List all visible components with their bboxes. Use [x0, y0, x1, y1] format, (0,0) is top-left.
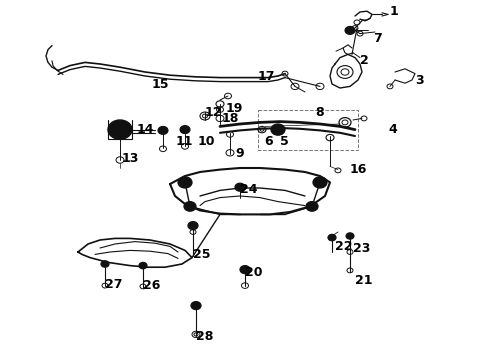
- Text: 1: 1: [390, 5, 399, 18]
- Text: 13: 13: [122, 152, 139, 165]
- Circle shape: [346, 233, 354, 239]
- Circle shape: [328, 234, 336, 241]
- Circle shape: [188, 222, 198, 230]
- Text: 6: 6: [264, 135, 272, 148]
- Circle shape: [108, 120, 132, 139]
- Circle shape: [178, 177, 192, 188]
- Text: 23: 23: [353, 242, 370, 255]
- Text: 17: 17: [258, 70, 275, 83]
- Text: 3: 3: [415, 73, 424, 86]
- Text: 19: 19: [226, 102, 244, 115]
- Text: 15: 15: [152, 78, 170, 91]
- Text: 8: 8: [315, 105, 323, 118]
- Text: 4: 4: [388, 123, 397, 136]
- Circle shape: [184, 202, 196, 211]
- Circle shape: [114, 125, 126, 134]
- Text: 10: 10: [198, 135, 216, 148]
- Text: 9: 9: [235, 147, 244, 160]
- Text: 21: 21: [355, 274, 372, 287]
- Circle shape: [271, 124, 285, 135]
- Circle shape: [180, 126, 190, 134]
- Circle shape: [235, 183, 245, 191]
- Text: 24: 24: [240, 183, 258, 196]
- Text: 16: 16: [350, 163, 368, 176]
- Text: 7: 7: [373, 32, 382, 45]
- Text: 22: 22: [335, 240, 352, 253]
- Circle shape: [240, 266, 250, 274]
- Circle shape: [274, 127, 281, 132]
- Text: 20: 20: [245, 266, 263, 279]
- Text: 12: 12: [205, 105, 222, 118]
- Circle shape: [191, 302, 201, 310]
- Text: 18: 18: [222, 112, 240, 125]
- Text: 28: 28: [196, 329, 213, 342]
- Circle shape: [347, 28, 352, 32]
- Circle shape: [139, 262, 147, 269]
- Circle shape: [345, 26, 355, 35]
- Text: 27: 27: [105, 278, 122, 291]
- Text: 26: 26: [143, 279, 160, 292]
- Text: 11: 11: [176, 135, 194, 148]
- Circle shape: [101, 261, 109, 267]
- Circle shape: [118, 127, 122, 132]
- Text: 2: 2: [360, 54, 369, 67]
- Text: 14: 14: [137, 123, 154, 136]
- Circle shape: [313, 177, 327, 188]
- Circle shape: [158, 126, 168, 134]
- Text: 5: 5: [280, 135, 289, 148]
- Bar: [258, 111, 358, 150]
- Circle shape: [306, 202, 318, 211]
- Text: 25: 25: [193, 248, 211, 261]
